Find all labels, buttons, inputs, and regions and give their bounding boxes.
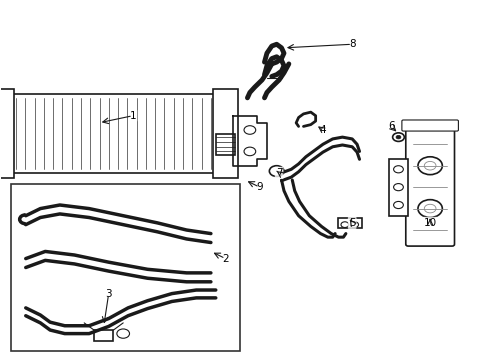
Bar [0,89,14,178]
Text: 5: 5 [349,218,356,228]
Bar [216,134,235,155]
Text: 1: 1 [130,111,136,121]
Bar [94,330,114,341]
FancyBboxPatch shape [406,128,455,246]
FancyBboxPatch shape [402,120,459,131]
Circle shape [396,135,401,139]
Bar [11,184,240,351]
Text: 10: 10 [423,218,437,228]
Text: 7: 7 [276,168,282,178]
Text: 2: 2 [222,253,229,264]
Bar [213,89,238,178]
Text: 6: 6 [388,121,394,131]
Text: 8: 8 [349,39,356,49]
Bar [338,217,362,228]
Text: 4: 4 [319,125,326,135]
Bar [11,94,216,173]
Bar [389,158,408,216]
Text: 9: 9 [256,182,263,192]
Text: 3: 3 [105,289,112,299]
